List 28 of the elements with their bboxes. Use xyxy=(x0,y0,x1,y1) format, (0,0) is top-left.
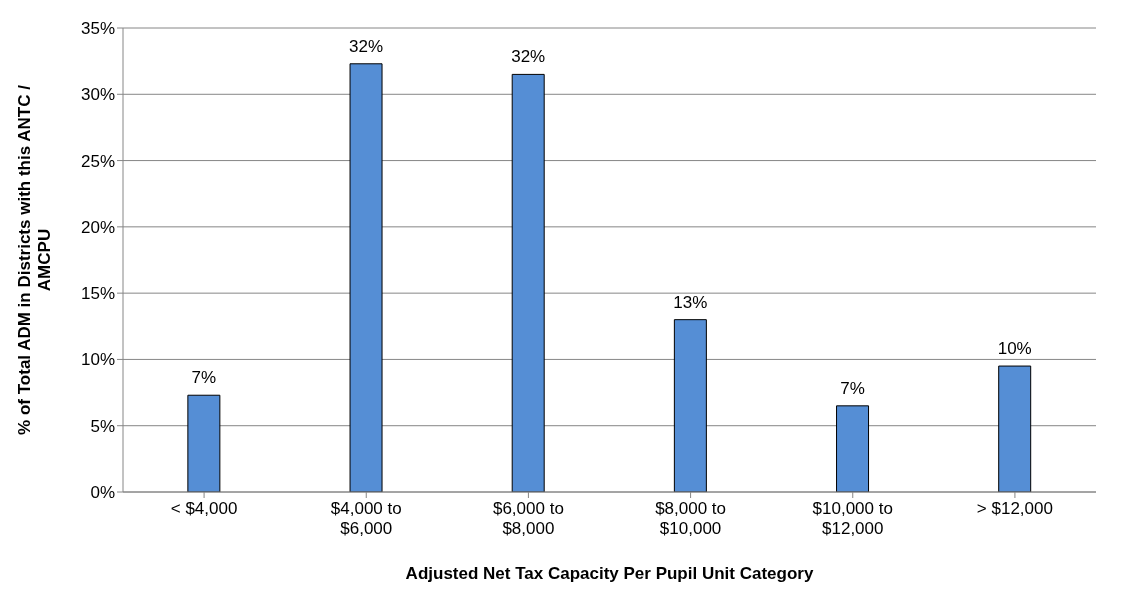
y-tick-label: 20% xyxy=(80,217,115,237)
x-tick-label: < $4,000 xyxy=(170,499,238,518)
bar xyxy=(349,63,383,492)
bar xyxy=(187,394,221,492)
y-tick-label: 10% xyxy=(80,350,115,370)
y-tick-label: 25% xyxy=(80,151,115,171)
y-tick-label: 15% xyxy=(80,284,115,304)
x-tick-label: $10,000 to $12,000 xyxy=(812,499,893,538)
x-tick-label: $4,000 to $6,000 xyxy=(330,499,402,538)
bar xyxy=(836,405,870,492)
y-tick-label: 30% xyxy=(80,85,115,105)
x-tick-label: $6,000 to $8,000 xyxy=(492,499,564,538)
x-axis-title: Adjusted Net Tax Capacity Per Pupil Unit Category xyxy=(405,564,814,583)
y-axis-title: % of Total ADM in Districts with this ANTC / AMCPU xyxy=(15,84,54,435)
bar xyxy=(998,365,1032,492)
y-tick-label: 35% xyxy=(80,19,115,39)
data-label: 32% xyxy=(349,36,384,56)
y-tick-label: 0% xyxy=(90,483,115,503)
bar xyxy=(673,319,707,492)
y-tick-label: 5% xyxy=(90,416,115,436)
x-tick-label: $8,000 to $10,000 xyxy=(655,499,727,538)
data-label: 7% xyxy=(840,378,865,398)
data-label: 32% xyxy=(511,47,546,67)
data-label: 10% xyxy=(997,339,1032,359)
x-tick-label: > $12,000 xyxy=(976,499,1053,518)
data-label: 7% xyxy=(191,368,217,388)
bar xyxy=(511,73,545,492)
data-label: 13% xyxy=(673,292,708,312)
